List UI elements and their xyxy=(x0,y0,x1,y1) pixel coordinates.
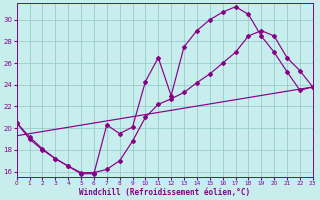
X-axis label: Windchill (Refroidissement éolien,°C): Windchill (Refroidissement éolien,°C) xyxy=(79,188,250,197)
